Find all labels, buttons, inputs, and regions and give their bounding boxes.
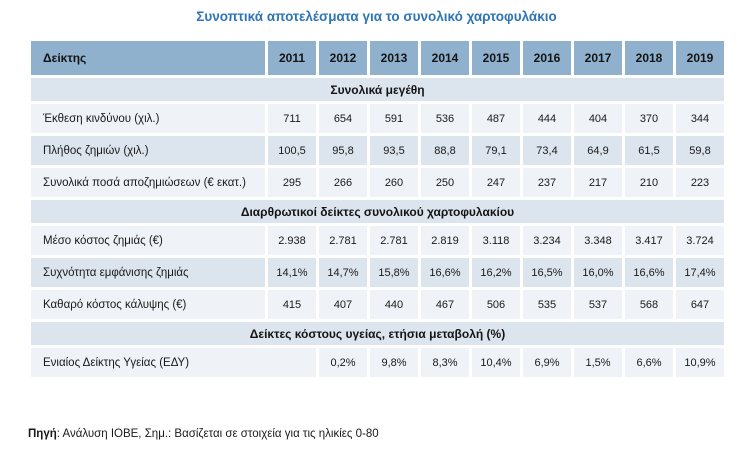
value-cell: 1,5% — [571, 345, 625, 380]
header-cell-indicator: Δείκτης — [28, 38, 268, 78]
table-row: Πλήθος ζημιών (χιλ.) 100,5 95,8 93,5 88,… — [28, 133, 727, 168]
row-label: Έκθεση κινδύνου (χιλ.) — [28, 101, 268, 136]
value-cell: 16,2% — [469, 255, 523, 290]
value-cell: 100,5 — [265, 133, 319, 168]
value-cell: 223 — [673, 165, 727, 200]
header-cell-year: 2011 — [265, 38, 319, 78]
value-cell: 3.724 — [673, 223, 727, 258]
value-cell: 2.938 — [265, 223, 319, 258]
header-cell-year: 2019 — [673, 38, 727, 78]
value-cell: 17,4% — [673, 255, 727, 290]
value-cell: 3.348 — [571, 223, 625, 258]
value-cell: 16,5% — [520, 255, 574, 290]
value-cell: 260 — [367, 165, 421, 200]
value-cell: 247 — [469, 165, 523, 200]
header-cell-year: 2016 — [520, 38, 574, 78]
section-band-health: Δείκτες κόστους υγείας, ετήσια μεταβολή … — [28, 319, 727, 348]
row-label: Καθαρό κόστος κάλυψης (€) — [28, 287, 268, 322]
row-label: Συνολικά ποσά αποζημιώσεων (€ εκατ.) — [28, 165, 268, 200]
value-cell: 266 — [316, 165, 370, 200]
value-cell: 210 — [622, 165, 676, 200]
value-cell: 440 — [367, 287, 421, 322]
value-cell: 536 — [418, 101, 472, 136]
value-cell: 16,6% — [418, 255, 472, 290]
value-cell: 647 — [673, 287, 727, 322]
value-cell: 506 — [469, 287, 523, 322]
value-cell: 10,9% — [673, 345, 727, 380]
source-label: Πηγή — [28, 428, 57, 440]
section-band-structural: Διαρθρωτικοί δείκτες συνολικού χαρτοφυλα… — [28, 197, 727, 226]
value-cell: 2.781 — [316, 223, 370, 258]
value-cell: 370 — [622, 101, 676, 136]
source-note: Πηγή: Ανάλυση ΙΟΒΕ, Σημ.: Βασίζεται σε σ… — [28, 428, 379, 440]
summary-table: Δείκτης 2011 2012 2013 2014 2015 2016 20… — [28, 38, 727, 380]
value-cell: 6,6% — [622, 345, 676, 380]
section-band-totals: Συνολικά μεγέθη — [28, 75, 727, 104]
header-cell-year: 2015 — [469, 38, 523, 78]
value-cell: 14,7% — [316, 255, 370, 290]
value-cell: 3.118 — [469, 223, 523, 258]
value-cell: 467 — [418, 287, 472, 322]
table-row: Καθαρό κόστος κάλυψης (€) 415 407 440 46… — [28, 287, 727, 322]
value-cell: 14,1% — [265, 255, 319, 290]
value-cell: 6,9% — [520, 345, 574, 380]
table-row: Συνολικά ποσά αποζημιώσεων (€ εκατ.) 295… — [28, 165, 727, 200]
value-cell: 73,4 — [520, 133, 574, 168]
value-cell: 8,3% — [418, 345, 472, 380]
value-cell: 444 — [520, 101, 574, 136]
section-title: Διαρθρωτικοί δείκτες συνολικού χαρτοφυλα… — [28, 197, 727, 226]
section-title: Δείκτες κόστους υγείας, ετήσια μεταβολή … — [28, 319, 727, 348]
value-cell: 237 — [520, 165, 574, 200]
value-cell: 95,8 — [316, 133, 370, 168]
value-cell: 61,5 — [622, 133, 676, 168]
header-cell-year: 2017 — [571, 38, 625, 78]
header-cell-year: 2012 — [316, 38, 370, 78]
value-cell: 654 — [316, 101, 370, 136]
table-row: Συχνότητα εμφάνισης ζημιάς 14,1% 14,7% 1… — [28, 255, 727, 290]
value-cell: 16,0% — [571, 255, 625, 290]
header-cell-year: 2014 — [418, 38, 472, 78]
value-cell: 295 — [265, 165, 319, 200]
table-header-row: Δείκτης 2011 2012 2013 2014 2015 2016 20… — [28, 38, 727, 78]
value-cell: 217 — [571, 165, 625, 200]
value-cell: 79,1 — [469, 133, 523, 168]
value-cell: 344 — [673, 101, 727, 136]
value-cell: 2.819 — [418, 223, 472, 258]
value-cell: 15,8% — [367, 255, 421, 290]
page-title: Συνοπτικά αποτελέσματα για το συνολικό χ… — [196, 9, 557, 24]
value-cell: 415 — [265, 287, 319, 322]
value-cell: 10,4% — [469, 345, 523, 380]
table-row: Ενιαίος Δείκτης Υγείας (ΕΔΥ) 0,2% 9,8% 8… — [28, 345, 727, 380]
header-cell-year: 2018 — [622, 38, 676, 78]
value-cell: 0,2% — [316, 345, 370, 380]
row-label: Πλήθος ζημιών (χιλ.) — [28, 133, 268, 168]
value-cell: 64,9 — [571, 133, 625, 168]
source-text: : Ανάλυση ΙΟΒΕ, Σημ.: Βασίζεται σε στοιχ… — [56, 428, 379, 440]
table-row: Μέσο κόστος ζημιάς (€) 2.938 2.781 2.781… — [28, 223, 727, 258]
value-cell: 2.781 — [367, 223, 421, 258]
table-row: Έκθεση κινδύνου (χιλ.) 711 654 591 536 4… — [28, 101, 727, 136]
value-cell: 568 — [622, 287, 676, 322]
value-cell: 93,5 — [367, 133, 421, 168]
value-cell: 16,6% — [622, 255, 676, 290]
value-cell: 404 — [571, 101, 625, 136]
row-label: Συχνότητα εμφάνισης ζημιάς — [28, 255, 268, 290]
value-cell: 535 — [520, 287, 574, 322]
header-cell-year: 2013 — [367, 38, 421, 78]
value-cell: 407 — [316, 287, 370, 322]
value-cell: 487 — [469, 101, 523, 136]
value-cell: 59,8 — [673, 133, 727, 168]
value-cell: 711 — [265, 101, 319, 136]
value-cell: 537 — [571, 287, 625, 322]
value-cell: 88,8 — [418, 133, 472, 168]
row-label: Μέσο κόστος ζημιάς (€) — [28, 223, 268, 258]
value-cell: 3.417 — [622, 223, 676, 258]
row-label: Ενιαίος Δείκτης Υγείας (ΕΔΥ) — [28, 345, 319, 380]
section-title: Συνολικά μεγέθη — [28, 75, 727, 104]
value-cell: 591 — [367, 101, 421, 136]
value-cell: 250 — [418, 165, 472, 200]
value-cell: 3.234 — [520, 223, 574, 258]
value-cell: 9,8% — [367, 345, 421, 380]
